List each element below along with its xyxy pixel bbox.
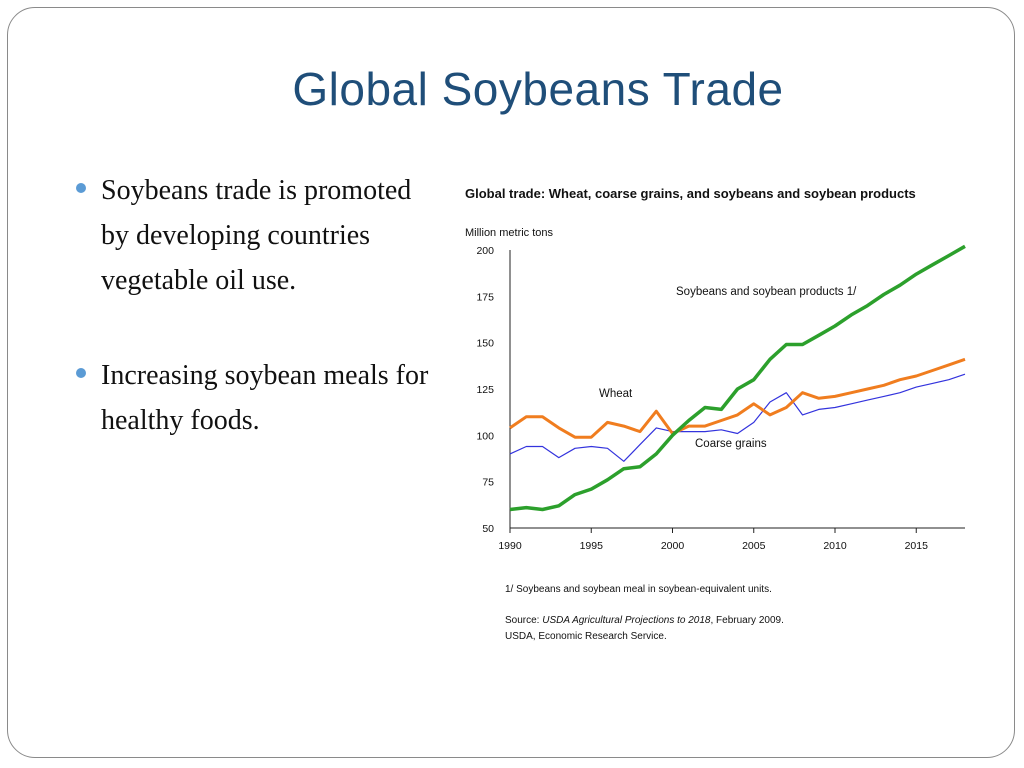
bullet-dot-icon bbox=[76, 368, 86, 378]
chart-title: Global trade: Wheat, coarse grains, and … bbox=[465, 186, 916, 201]
chart-series bbox=[509, 244, 966, 512]
series-label-soybeans: Soybeans and soybean products 1/ bbox=[676, 286, 857, 298]
chart-source-line2: USDA, Economic Research Service. bbox=[505, 631, 667, 642]
bullet-text: Increasing soybean meals for healthy foo… bbox=[101, 360, 429, 436]
x-tick-label: 2010 bbox=[823, 540, 847, 552]
series-label-coarse-grains: Coarse grains bbox=[695, 438, 767, 450]
y-tick-label: 100 bbox=[476, 430, 494, 442]
x-tick-label: 2015 bbox=[905, 540, 929, 552]
bullet-text: Soybeans trade is promoted by developing… bbox=[101, 175, 412, 296]
x-tick-label: 1990 bbox=[498, 540, 522, 552]
source-date: , February 2009. bbox=[710, 615, 783, 626]
y-tick-label: 50 bbox=[482, 523, 494, 535]
source-prefix: Source: bbox=[505, 615, 542, 626]
x-tick-label: 2000 bbox=[661, 540, 685, 552]
slide-frame bbox=[7, 7, 1015, 758]
x-tick-label: 1995 bbox=[580, 540, 604, 552]
x-tick-label: 2005 bbox=[742, 540, 766, 552]
series-label-wheat: Wheat bbox=[599, 388, 633, 400]
y-axis-label: Million metric tons bbox=[465, 227, 554, 239]
bullet-item: Increasing soybean meals for healthy foo… bbox=[76, 353, 446, 443]
y-tick-label: 125 bbox=[476, 384, 494, 396]
y-tick-label: 75 bbox=[482, 477, 494, 489]
source-title: USDA Agricultural Projections to 2018 bbox=[542, 615, 711, 626]
y-tick-label: 175 bbox=[476, 291, 494, 303]
slide-title: Global Soybeans Trade bbox=[292, 63, 784, 115]
chart-footnote: 1/ Soybeans and soybean meal in soybean-… bbox=[505, 584, 772, 595]
series-line-1 bbox=[509, 357, 966, 439]
chart-source: Source: USDA Agricultural Projections to… bbox=[505, 615, 784, 626]
y-tick-label: 150 bbox=[476, 338, 494, 350]
bullet-list: Soybeans trade is promoted by developing… bbox=[76, 168, 446, 443]
bullet-dot-icon bbox=[76, 183, 86, 193]
series-line-2 bbox=[509, 373, 966, 462]
line-chart: Global trade: Wheat, coarse grains, and … bbox=[465, 186, 966, 642]
chart-axes: 50 75 100 125 150 175 200 1990 1995 2000 2005 2010 2… bbox=[476, 245, 965, 552]
series-line-0 bbox=[509, 244, 966, 512]
y-tick-label: 200 bbox=[476, 245, 494, 257]
bullet-item: Soybeans trade is promoted by developing… bbox=[76, 168, 446, 303]
